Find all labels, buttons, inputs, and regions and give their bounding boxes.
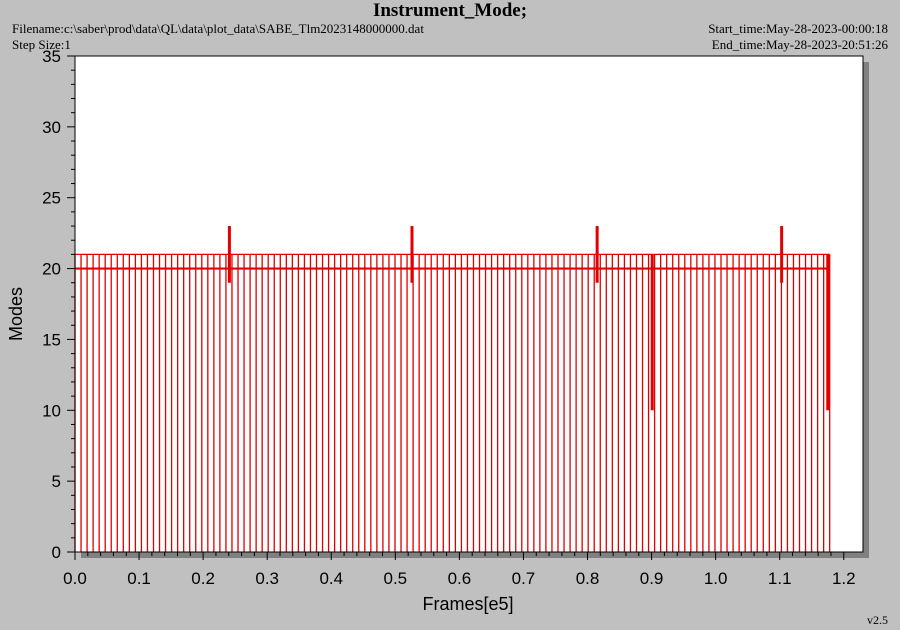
filename-label: Filename:c:\saber\prod\data\QL\data\plot… xyxy=(12,21,424,36)
y-tick-label: 25 xyxy=(42,189,61,208)
x-tick-label: 0.8 xyxy=(576,569,600,588)
y-tick-label: 10 xyxy=(42,401,61,420)
version-label: v2.5 xyxy=(867,613,888,627)
y-tick-label: 30 xyxy=(42,118,61,137)
x-tick-label: 0.4 xyxy=(319,569,343,588)
y-tick-label: 20 xyxy=(42,260,61,279)
plot-area xyxy=(74,55,864,553)
y-axis-title: Modes xyxy=(6,287,26,341)
x-tick-label: 0.9 xyxy=(640,569,664,588)
y-tick-label: 35 xyxy=(42,47,61,66)
start-time-label: Start_time:May-28-2023-00:00:18 xyxy=(708,21,888,36)
y-tick-label: 0 xyxy=(52,543,61,562)
x-tick-label: 0.5 xyxy=(384,569,408,588)
step-size-label: Step Size:1 xyxy=(12,37,71,52)
x-tick-label: 0.0 xyxy=(63,569,87,588)
x-tick-label: 0.1 xyxy=(127,569,151,588)
x-tick-label: 0.7 xyxy=(512,569,536,588)
chart-title: Instrument_Mode; xyxy=(372,0,528,21)
axes: 0 5 10 15 20 25 30 35 0.0 0.1 0.2 0.3 0.4 0.5 0.6 0.7 0.… xyxy=(42,47,863,588)
x-tick-label: 0.6 xyxy=(448,569,472,588)
mode-series xyxy=(74,226,831,552)
end-time-label: End_time:May-28-2023-20:51:26 xyxy=(711,37,888,52)
x-tick-label: 0.2 xyxy=(191,569,215,588)
y-tick-label: 5 xyxy=(52,472,61,491)
x-axis-title: Frames[e5] xyxy=(422,594,513,614)
x-tick-label: 1.2 xyxy=(832,569,856,588)
x-tick-label: 1.0 xyxy=(704,569,728,588)
x-tick-label: 1.1 xyxy=(768,569,792,588)
x-tick-label: 0.3 xyxy=(255,569,279,588)
y-tick-label: 15 xyxy=(42,330,61,349)
